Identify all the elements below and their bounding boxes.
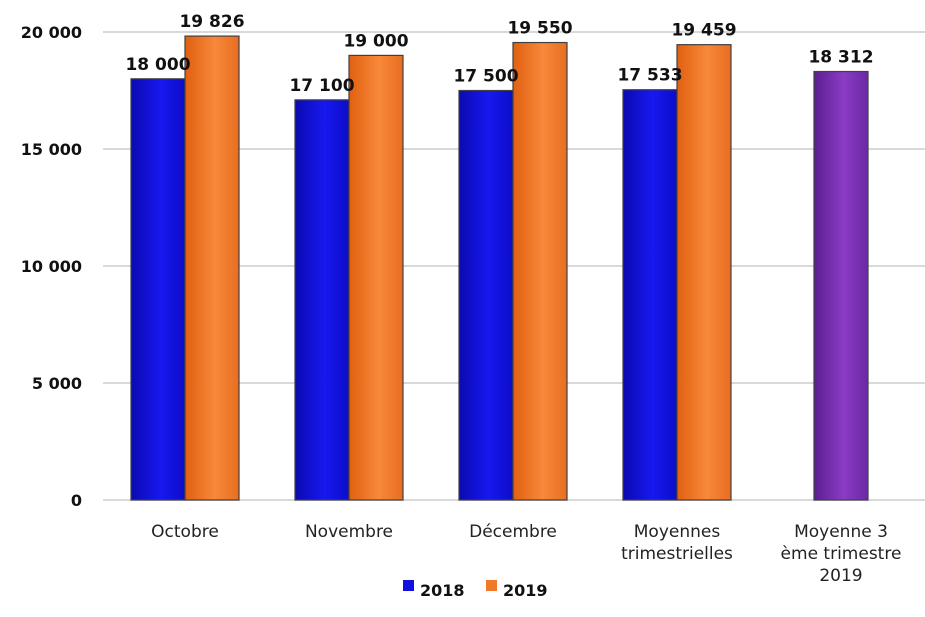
bar-2019-0 <box>184 35 240 501</box>
bar-2019-2 <box>512 41 568 501</box>
x-category-label: 2019 <box>819 566 862 586</box>
legend-label: 2018 <box>420 581 465 600</box>
data-label: 17 533 <box>617 66 682 86</box>
x-category-label: Octobre <box>151 522 219 542</box>
y-tick-label: 10 000 <box>21 257 82 276</box>
data-label: 19 550 <box>507 19 572 39</box>
y-tick-label: 5 000 <box>32 374 82 393</box>
x-category-label: ème trimestre <box>781 544 902 564</box>
data-label: 17 500 <box>453 67 518 87</box>
legend-swatch <box>403 580 414 591</box>
x-category-label: Décembre <box>469 522 557 542</box>
bar-2018-0 <box>130 78 186 501</box>
bar-2019-3 <box>676 44 732 501</box>
legend: 2018 2019 <box>403 580 548 600</box>
bar-2019-1 <box>348 54 404 501</box>
data-label: 19 000 <box>343 31 408 51</box>
data-label: 18 000 <box>125 55 190 75</box>
y-tick-label: 15 000 <box>21 140 82 159</box>
bar-2018-3 <box>622 89 678 501</box>
x-category-label: Moyenne 3 <box>794 522 888 542</box>
bar-average-4 <box>813 70 869 501</box>
bar-2018-2 <box>458 89 514 501</box>
x-category-label: Novembre <box>305 522 393 542</box>
data-label: 18 312 <box>808 47 873 67</box>
x-axis-category-labels: Octobre Novembre Décembre Moyennestrimestri… <box>151 522 901 586</box>
x-category-label: Moyennes <box>634 522 721 542</box>
y-axis-tick-labels: 0 5 000 10 000 15 000 20 000 <box>21 23 82 510</box>
data-label: 19 459 <box>671 21 736 41</box>
y-tick-label: 20 000 <box>21 23 82 42</box>
legend-swatch <box>486 580 497 591</box>
bar-2018-1 <box>294 99 350 501</box>
data-label: 19 826 <box>179 12 244 32</box>
data-labels: 18 000 19 826 17 100 19 000 17 500 19 550 17 5… <box>125 12 873 96</box>
data-label: 17 100 <box>289 76 354 96</box>
y-tick-label: 0 <box>71 491 82 510</box>
bars <box>130 35 869 501</box>
legend-label: 2019 <box>503 581 548 600</box>
x-category-label: trimestrielles <box>621 544 733 564</box>
